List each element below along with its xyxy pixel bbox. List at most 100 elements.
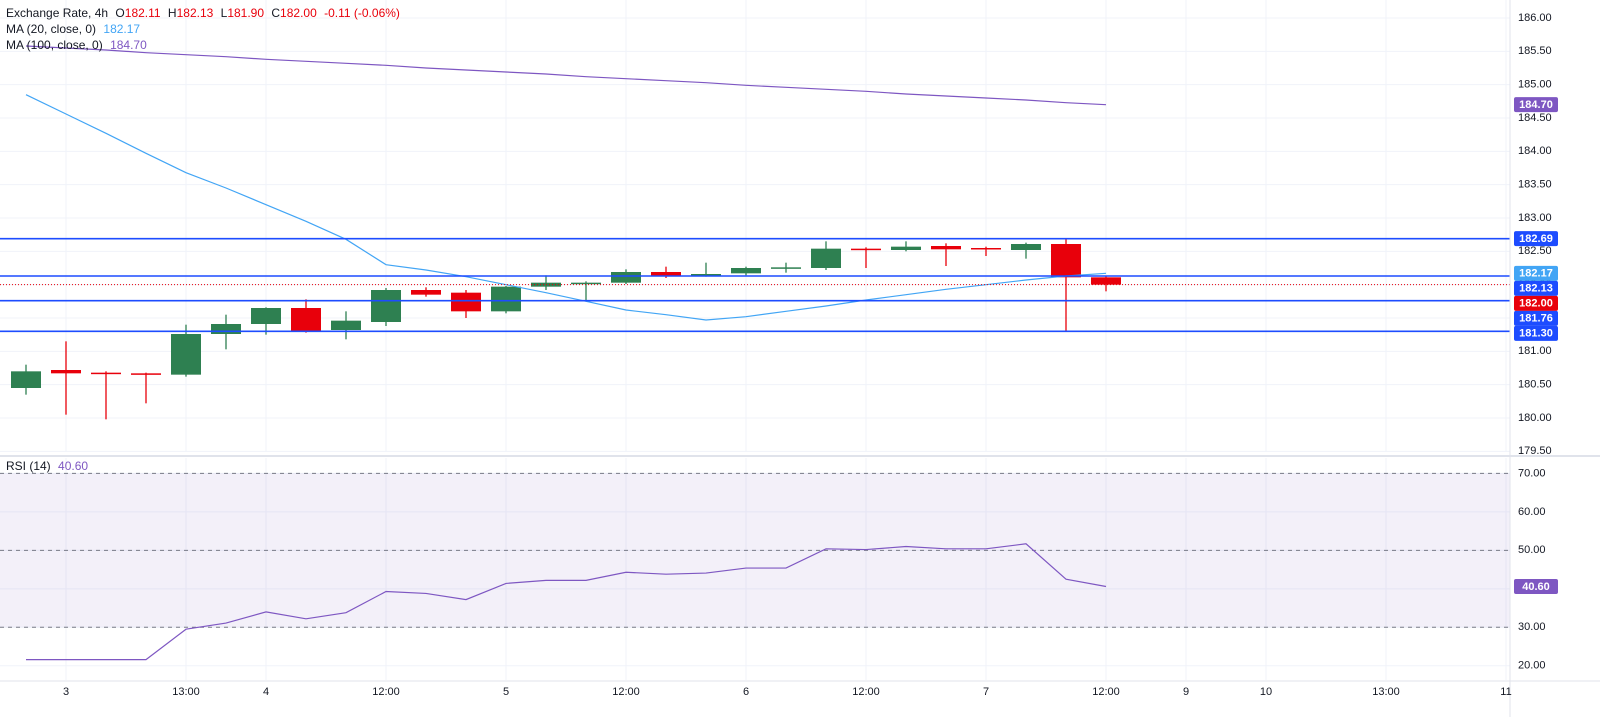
x-tick-label: 12:00 bbox=[852, 686, 880, 698]
change: -0.11 (-0.06%) bbox=[324, 6, 400, 20]
x-tick-label: 7 bbox=[983, 686, 989, 698]
candle-body bbox=[411, 290, 441, 295]
x-tick-label: 13:00 bbox=[172, 686, 200, 698]
candle-body bbox=[291, 308, 321, 332]
x-tick-label: 10 bbox=[1260, 686, 1272, 698]
price-tag-label: 182.17 bbox=[1519, 268, 1553, 280]
y-tick-label: 30.00 bbox=[1518, 621, 1546, 633]
legend-label: MA (100, close, 0) bbox=[6, 38, 103, 52]
y-tick-label: 185.50 bbox=[1518, 45, 1552, 57]
legend-row: MA (100, close, 0) 184.70 bbox=[6, 38, 147, 52]
price-tag bbox=[1514, 280, 1558, 296]
price-tag bbox=[1514, 325, 1558, 341]
legend-row: RSI (14) 40.60 bbox=[6, 459, 88, 473]
y-tick-label: 183.00 bbox=[1518, 212, 1552, 224]
candle-body bbox=[11, 371, 41, 388]
legend-value: 40.60 bbox=[58, 459, 88, 473]
ohlc-key: L bbox=[221, 6, 228, 20]
y-tick-label: 179.50 bbox=[1518, 445, 1552, 457]
moving-average-line bbox=[25, 94, 1107, 321]
y-tick-label: 20.00 bbox=[1518, 660, 1546, 672]
candle-body bbox=[211, 324, 241, 334]
legend-value: 184.70 bbox=[110, 38, 147, 52]
legend-value: 182.17 bbox=[103, 22, 140, 36]
price-tag bbox=[1514, 265, 1558, 281]
price-tag bbox=[1514, 579, 1558, 595]
ohlc-key: H bbox=[168, 6, 177, 20]
price-tag-label: 40.60 bbox=[1522, 581, 1550, 593]
candle-body bbox=[931, 246, 961, 250]
y-tick-label: 184.50 bbox=[1518, 112, 1552, 124]
price-tag-label: 184.70 bbox=[1519, 99, 1553, 111]
price-tag-label: 181.76 bbox=[1519, 313, 1553, 325]
y-tick-label: 186.00 bbox=[1518, 12, 1552, 24]
candle-body bbox=[51, 370, 81, 374]
axis-layer: 3 13:00 4 12:00 5 12:00 6 12:00 7 12:00 9 10 13:00 11… bbox=[63, 12, 1558, 698]
ohlc-value: 181.90 bbox=[227, 6, 264, 20]
x-tick-label: 5 bbox=[503, 686, 509, 698]
candle-body bbox=[131, 373, 161, 375]
candle-body bbox=[491, 286, 521, 312]
x-tick-label: 9 bbox=[1183, 686, 1189, 698]
candle-body bbox=[971, 248, 1001, 250]
candle-body bbox=[331, 320, 361, 330]
ohlc-value: 182.00 bbox=[280, 6, 317, 20]
y-tick-label: 70.00 bbox=[1518, 467, 1546, 479]
price-tag bbox=[1514, 295, 1558, 311]
candle-body bbox=[1011, 244, 1041, 250]
y-tick-label: 185.00 bbox=[1518, 79, 1552, 91]
y-tick-label: 180.00 bbox=[1518, 412, 1552, 424]
y-tick-label: 184.00 bbox=[1518, 145, 1552, 157]
x-tick-label: 12:00 bbox=[1092, 686, 1120, 698]
rsi-line bbox=[26, 543, 1107, 661]
moving-average-line bbox=[25, 45, 1107, 106]
y-tick-label: 180.50 bbox=[1518, 379, 1552, 391]
price-tag-label: 182.13 bbox=[1519, 283, 1553, 295]
candle-body bbox=[611, 272, 641, 283]
price-tag bbox=[1514, 97, 1558, 113]
legend-row: MA (20, close, 0) 182.17 bbox=[6, 22, 140, 36]
candle-body bbox=[771, 267, 801, 269]
candle-body bbox=[371, 290, 401, 322]
x-tick-label: 3 bbox=[63, 686, 69, 698]
x-tick-label: 11 bbox=[1500, 686, 1511, 698]
x-tick-label: 12:00 bbox=[612, 686, 640, 698]
ohlc-value: 182.11 bbox=[125, 6, 161, 20]
x-tick-label: 13:00 bbox=[1372, 686, 1400, 698]
grid-layer bbox=[0, 0, 1510, 680]
ohlc-key: O bbox=[115, 6, 124, 20]
y-tick-label: 181.00 bbox=[1518, 345, 1552, 357]
x-tick-label: 4 bbox=[263, 686, 269, 698]
candle-body bbox=[651, 272, 681, 276]
y-tick-label: 183.50 bbox=[1518, 179, 1552, 191]
candle-body bbox=[91, 372, 121, 375]
legend-row: Exchange Rate, 4h O182.11 H182.13 L181.9… bbox=[6, 6, 400, 20]
candle-body bbox=[851, 248, 881, 251]
legend-label: MA (20, close, 0) bbox=[6, 22, 96, 36]
y-tick-label: 60.00 bbox=[1518, 506, 1546, 518]
price-tag bbox=[1514, 310, 1558, 326]
chart-title: Exchange Rate, 4h bbox=[6, 6, 108, 20]
legend-layer: Exchange Rate, 4h O182.11 H182.13 L181.9… bbox=[6, 6, 400, 473]
candle-body bbox=[571, 282, 601, 285]
x-tick-label: 12:00 bbox=[372, 686, 400, 698]
candle-body bbox=[171, 334, 201, 375]
candle-body bbox=[891, 246, 921, 250]
candle-body bbox=[251, 308, 281, 324]
x-tick-label: 6 bbox=[743, 686, 749, 698]
ohlc-value: 182.13 bbox=[177, 6, 214, 20]
y-tick-label: 50.00 bbox=[1518, 544, 1546, 556]
legend-label: RSI (14) bbox=[6, 459, 51, 473]
price-tag-label: 182.00 bbox=[1519, 298, 1553, 310]
price-tag bbox=[1514, 231, 1558, 247]
candle-body bbox=[1091, 277, 1121, 285]
candle-body bbox=[451, 292, 481, 312]
candle-body bbox=[691, 274, 721, 276]
ohlc-key: C bbox=[271, 6, 280, 20]
candle-body bbox=[1051, 244, 1081, 278]
price-tag-label: 181.30 bbox=[1519, 328, 1553, 340]
y-tick-label: 182.50 bbox=[1518, 245, 1552, 257]
